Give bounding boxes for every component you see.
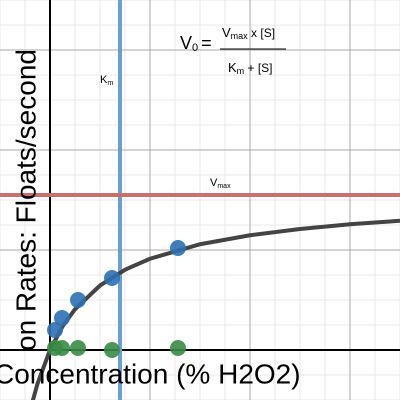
x-axis-label: Concentration (% H2O2) (0, 358, 301, 389)
km-k: K (100, 74, 108, 86)
eq-num-rest: x [S] (248, 26, 275, 40)
eq-lhs: V0 = (180, 33, 212, 54)
vmax-v: V (210, 177, 218, 189)
data-point (170, 340, 186, 356)
vmax-label: Vmax (210, 177, 231, 190)
km-sub: m (107, 80, 113, 87)
data-point (54, 310, 70, 326)
eq-den-rest: + [S] (244, 61, 272, 75)
eq-v-sub: 0 (192, 42, 198, 54)
eq-v: V (180, 33, 192, 53)
eq-denominator: Km + [S] (228, 60, 273, 76)
eq-num-sub: max (231, 31, 249, 41)
data-point (70, 340, 86, 356)
data-point (104, 270, 120, 286)
eq-num-v: V (222, 25, 231, 40)
equation: V0 = Vmax x [S] Km + [S] (180, 25, 286, 76)
data-point (47, 322, 63, 338)
data-point (104, 342, 120, 358)
eq-sign: = (201, 33, 212, 53)
eq-den-sub: m (237, 66, 245, 76)
eq-numerator: Vmax x [S] (222, 25, 275, 41)
eq-den-k: K (228, 60, 237, 75)
data-point (70, 292, 86, 308)
vmax-sub: max (217, 183, 231, 190)
km-label: Km (100, 74, 113, 87)
data-point (54, 340, 70, 356)
data-point (170, 240, 186, 256)
y-axis-label: on Rates: Floats/second (10, 49, 41, 351)
